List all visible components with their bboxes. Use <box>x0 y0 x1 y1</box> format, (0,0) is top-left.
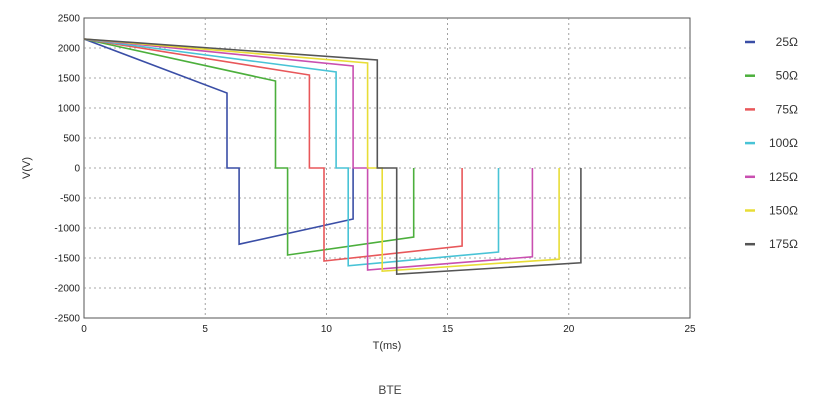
series-layer <box>83 38 582 276</box>
y-tick-label: -1500 <box>54 254 80 265</box>
x-axis-label: T(ms) <box>373 340 402 352</box>
legend-label-4: 125Ω <box>769 170 798 184</box>
series-line-2 <box>83 38 463 262</box>
y-tick-label: -2500 <box>54 314 80 325</box>
x-tick-label: 20 <box>563 324 575 335</box>
x-tick-label: 10 <box>321 324 333 335</box>
y-tick-label: 2000 <box>58 44 81 55</box>
grid <box>84 18 690 318</box>
y-tick-label: 2500 <box>58 14 81 25</box>
y-tick-label: 500 <box>63 134 80 145</box>
legend-label-0: 25Ω <box>776 35 798 49</box>
series-line-3 <box>83 38 500 267</box>
legend-label-2: 75Ω <box>776 102 798 116</box>
x-axis-ticks: 0 5 10 15 20 25 <box>81 324 696 335</box>
series-line-1 <box>83 38 415 256</box>
y-tick-label: -1000 <box>54 224 80 235</box>
series-line-0 <box>83 38 354 246</box>
y-tick-label: 1500 <box>58 74 81 85</box>
y-tick-label: -2000 <box>54 284 80 295</box>
y-tick-label: 1000 <box>58 104 81 115</box>
x-tick-label: 15 <box>442 324 454 335</box>
series-line-6 <box>83 38 582 276</box>
y-tick-label: -500 <box>60 194 80 205</box>
x-tick-label: 5 <box>202 324 208 335</box>
legend-label-6: 175Ω <box>769 237 798 251</box>
x-tick-label: 25 <box>684 324 696 335</box>
x-tick-label: 0 <box>81 324 87 335</box>
figure-caption: BTE <box>378 383 402 397</box>
y-tick-label: 0 <box>74 164 80 175</box>
y-axis-ticks: 2500 2000 1500 1000 500 0 -500 -1000 -1500 -2000 -… <box>54 14 80 325</box>
y-axis-label: V(V) <box>21 157 33 179</box>
legend: 25Ω 50Ω 75Ω 100Ω 125Ω 150Ω 175Ω <box>745 35 798 251</box>
legend-label-5: 150Ω <box>769 204 798 218</box>
legend-label-1: 50Ω <box>776 69 798 83</box>
legend-label-3: 100Ω <box>769 136 798 150</box>
